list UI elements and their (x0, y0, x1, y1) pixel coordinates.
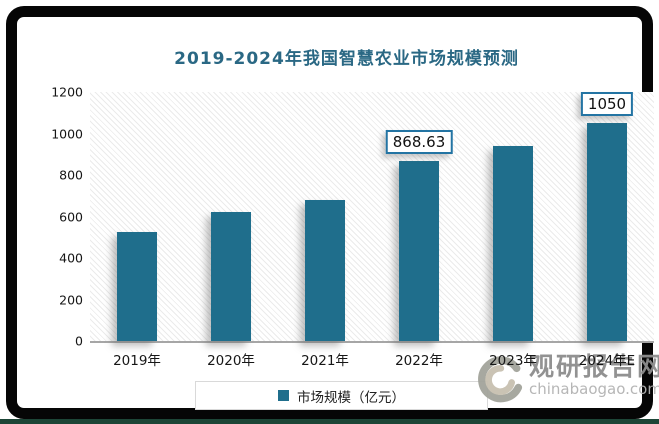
x-tick-label: 2022年 (395, 353, 443, 369)
watermark-swirl-logo-icon (475, 354, 525, 410)
bar-2021年 (305, 199, 345, 341)
y-axis: 0 200 400 600 800 1000 1200 (33, 85, 83, 349)
plot-area: 868.63 1050 (90, 92, 654, 343)
legend-marker-icon (278, 390, 289, 401)
y-tick-label: 1200 (51, 84, 83, 100)
chart-title: 2019-2024年我国智慧农业市场规模预测 (174, 49, 519, 69)
bar-2019年 (117, 232, 157, 341)
x-tick-label: 2020年 (207, 353, 255, 369)
y-tick-label: 800 (59, 167, 83, 183)
y-tick-label: 600 (59, 209, 83, 224)
chart-frame: 2019-2024年我国智慧农业市场规模预测 0 200 400 600 800 1000… (6, 6, 659, 419)
x-tick-label: 2024年E (578, 353, 636, 369)
bar-2024年E (587, 123, 627, 341)
bar-2022年 (399, 160, 439, 341)
legend-label: 市场规模（亿元） (297, 389, 405, 406)
x-tick-label: 2021年 (301, 353, 349, 369)
legend: 市场规模（亿元） (195, 381, 488, 410)
bar-2020年 (211, 212, 251, 341)
y-tick-label: 400 (59, 250, 83, 266)
watermark-name: 观研报告网 (529, 352, 659, 381)
x-axis: 2019年 2020年 2021年 2022年 2023年 2024年E (90, 349, 654, 369)
watermark-text: 观研报告网 chinabaogao.com (529, 354, 659, 397)
x-tick-label: 2019年 (113, 353, 161, 369)
y-tick-label: 200 (59, 292, 83, 307)
y-tick-label: 1000 (51, 126, 83, 141)
watermark-domain: chinabaogao.com (529, 380, 659, 398)
y-tick-label: 0 (75, 333, 83, 349)
x-tick-label: 2023年 (489, 353, 537, 369)
watermark: 观研报告网 chinabaogao.com (475, 354, 659, 410)
data-label-2022年: 868.63 (385, 129, 453, 154)
bottom-strip (0, 419, 659, 424)
data-label-2024年E: 1050 (580, 92, 634, 117)
bar-2023年 (493, 145, 533, 341)
